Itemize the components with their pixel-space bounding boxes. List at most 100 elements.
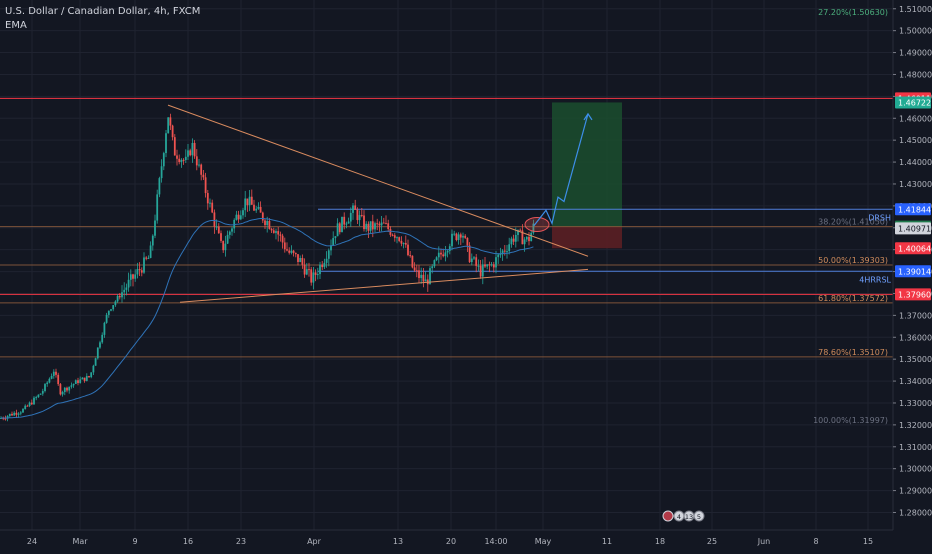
- level-tag-label: 4HRRSL: [859, 275, 891, 284]
- price-tag: [895, 203, 931, 216]
- symbol-title[interactable]: U.S. Dollar / Canadian Dollar, 4h, FXCM: [5, 6, 201, 17]
- candle-body: [528, 236, 530, 242]
- fib-levels: 27.20%(1.50630) 38.20%(1.41050) 50.00%(1.3…: [0, 8, 893, 425]
- price-tick-label: 1.44000: [899, 158, 932, 167]
- candle-body: [116, 295, 119, 302]
- candle-body: [173, 137, 176, 156]
- projection-arrowhead: [583, 112, 593, 121]
- candle-body: [189, 150, 192, 156]
- candle-body: [83, 377, 86, 381]
- candle-body: [352, 205, 354, 213]
- descending-resistance-trendline[interactable]: [167, 104, 589, 257]
- candle-body: [61, 392, 64, 395]
- time-tick-label: 8: [813, 537, 818, 546]
- candle-body: [145, 257, 148, 259]
- candle-body: [180, 159, 183, 163]
- candle-body: [123, 289, 126, 293]
- candle-body: [448, 246, 451, 251]
- candle-body: [325, 258, 328, 263]
- candle-body: [211, 202, 214, 213]
- candle-body: [39, 393, 42, 395]
- candle-body: [468, 245, 471, 263]
- projection-path[interactable]: [533, 113, 589, 226]
- time-axis[interactable]: 24 Mar 9 16 23 Apr 13 20 14:00 May 11 18 25 Jun 8 15: [0, 529, 932, 550]
- candle-body: [332, 237, 335, 246]
- candle-body: [222, 240, 225, 251]
- price-tag: [895, 288, 931, 301]
- candle-body: [365, 223, 368, 230]
- candle-body: [70, 385, 73, 387]
- time-tick-label: 13: [393, 537, 403, 546]
- candle-body: [94, 358, 97, 366]
- candle-body: [508, 244, 511, 252]
- ema-line[interactable]: [1, 218, 534, 419]
- price-tag-label: 1.40971: [898, 224, 931, 233]
- candle-body: [209, 202, 211, 204]
- fib-level-label: 100.00%(1.31997): [813, 416, 888, 425]
- price-tag: [895, 96, 931, 109]
- candle-body: [55, 371, 57, 375]
- candle-body: [151, 235, 154, 246]
- candle-body: [514, 234, 517, 242]
- candle-body: [74, 380, 77, 384]
- price-axis[interactable]: 1.510001.500001.490001.480001.470001.460…: [892, 0, 932, 530]
- candle-body: [363, 215, 365, 230]
- ascending-support-trendline[interactable]: [179, 268, 589, 303]
- fib-level-label: 50.00%(1.39303): [818, 256, 888, 265]
- candle-body: [149, 245, 152, 258]
- time-tick-label: 23: [236, 537, 246, 546]
- time-axis-background: [0, 530, 932, 550]
- candle-body: [147, 257, 150, 259]
- candle-body: [261, 212, 264, 221]
- candle-body: [107, 310, 110, 315]
- candle-body: [121, 292, 123, 298]
- candle-body: [275, 231, 277, 233]
- candle-body: [35, 397, 38, 399]
- event-marker[interactable]: [693, 510, 705, 522]
- candle-body: [398, 237, 401, 241]
- candle-body: [228, 231, 231, 235]
- candle-body: [92, 365, 95, 373]
- candle-body: [253, 204, 255, 211]
- candle-body: [497, 254, 500, 258]
- candle-body: [519, 229, 522, 231]
- candle-body: [129, 274, 132, 280]
- candle-body: [248, 196, 251, 206]
- candle-body: [466, 237, 469, 246]
- candle-body: [433, 260, 436, 267]
- event-flag-icon[interactable]: [662, 510, 674, 522]
- candle-body: [444, 252, 447, 257]
- ema-indicator-label[interactable]: EMA: [5, 20, 27, 31]
- candle-body: [404, 242, 407, 245]
- candle-body: [292, 250, 295, 253]
- candle-body: [330, 245, 332, 251]
- price-tag-label: 1.46722: [898, 98, 931, 107]
- candle-body: [462, 235, 464, 238]
- time-tick-label: 14:00: [484, 537, 507, 546]
- price-tick-label: 1.43000: [899, 180, 932, 189]
- candle-body: [198, 164, 200, 166]
- candle-body: [178, 158, 181, 163]
- candle-body: [431, 266, 434, 269]
- candle-body: [22, 408, 24, 413]
- candle-body: [490, 264, 493, 266]
- candle-body: [140, 270, 143, 273]
- candle-body: [171, 125, 174, 138]
- fib-level-label: 78.60%(1.35107): [818, 348, 888, 357]
- candle-body: [105, 314, 108, 323]
- candle-body: [158, 178, 161, 195]
- price-tag-label: 1.40064: [898, 244, 931, 253]
- candle-body: [345, 223, 348, 225]
- candle-body: [90, 372, 93, 378]
- candle-body: [479, 265, 482, 277]
- candle-body: [437, 252, 440, 258]
- candle-body: [464, 235, 467, 238]
- candle-body: [349, 212, 352, 222]
- events-badge[interactable]: 4 13 5: [662, 510, 705, 522]
- candle-body: [77, 380, 79, 383]
- candle-body: [266, 220, 269, 226]
- price-tick-label: 1.45000: [899, 136, 932, 145]
- time-tick-label: 16: [183, 537, 193, 546]
